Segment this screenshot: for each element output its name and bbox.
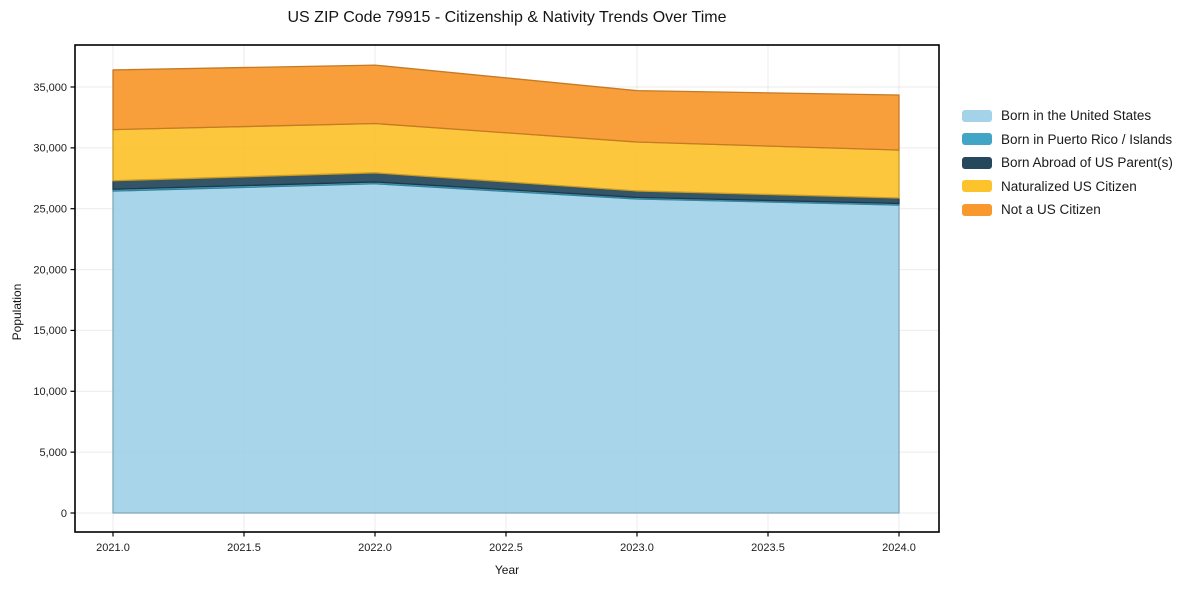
legend-item-naturalized-us-citizen: Naturalized US Citizen	[962, 175, 1173, 199]
legend-label: Not a US Citizen	[1001, 202, 1101, 218]
x-axis-label: Year	[494, 563, 520, 577]
area-born-in-the-united-states	[112, 183, 900, 514]
y-tick-label: 0	[61, 508, 67, 520]
legend-item-born-abroad-of-us-parent-s: Born Abroad of US Parent(s)	[962, 151, 1173, 175]
legend-item-born-in-the-united-states: Born in the United States	[962, 104, 1173, 128]
legend-item-born-in-puerto-rico-islands: Born in Puerto Rico / Islands	[962, 128, 1173, 152]
legend-label: Born in Puerto Rico / Islands	[1001, 131, 1173, 147]
chart-title: US ZIP Code 79915 - Citizenship & Nativi…	[287, 9, 727, 26]
y-tick-label: 20,000	[33, 264, 67, 276]
legend-swatch	[962, 156, 992, 169]
y-tick-label: 35,000	[33, 82, 67, 94]
x-tick-label: 2021.0	[96, 542, 130, 554]
x-tick-label: 2021.5	[227, 542, 261, 554]
x-tick-label: 2023.0	[620, 542, 654, 554]
x-tick-label: 2022.5	[489, 542, 523, 554]
legend: Born in the United States Born in Puerto …	[962, 104, 1173, 222]
x-tick-label: 2023.5	[751, 542, 785, 554]
y-tick-label: 15,000	[33, 325, 67, 337]
x-tick-label: 2024.0	[882, 542, 916, 554]
y-tick-label: 30,000	[33, 143, 67, 155]
legend-label: Born in the United States	[1001, 108, 1152, 124]
legend-swatch	[962, 133, 992, 146]
legend-swatch	[962, 109, 992, 122]
legend-swatch	[962, 203, 992, 216]
legend-swatch	[962, 180, 992, 193]
plot-frame	[74, 44, 940, 533]
legend-label: Born Abroad of US Parent(s)	[1001, 155, 1173, 171]
y-axis-label: Population	[10, 283, 24, 341]
legend-item-not-a-us-citizen: Not a US Citizen	[962, 198, 1173, 222]
x-tick-label: 2022.0	[358, 542, 392, 554]
legend-label: Naturalized US Citizen	[1001, 178, 1137, 194]
y-tick-label: 5,000	[39, 447, 67, 459]
y-tick-label: 25,000	[33, 204, 67, 216]
area-not-a-us-citizen	[112, 64, 900, 151]
y-tick-label: 10,000	[33, 386, 67, 398]
